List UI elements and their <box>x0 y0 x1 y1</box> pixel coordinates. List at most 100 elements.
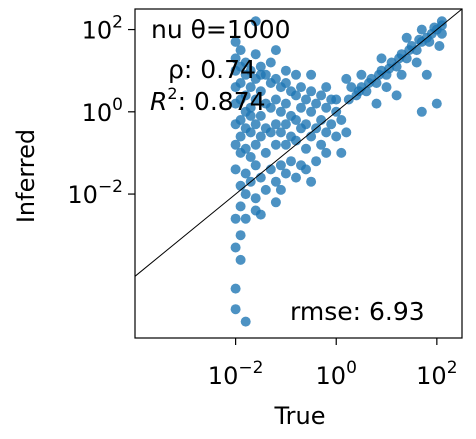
data-point <box>265 127 276 138</box>
data-point <box>396 69 407 80</box>
data-point <box>235 201 246 212</box>
data-point <box>321 127 332 138</box>
data-point <box>291 172 301 183</box>
y-axis-label: Inferred <box>12 129 40 223</box>
annotation-model: nu θ=1000 <box>151 15 291 44</box>
data-point <box>250 139 261 150</box>
data-point <box>240 57 251 68</box>
data-point <box>301 119 311 130</box>
data-point <box>311 156 322 167</box>
data-point <box>230 36 241 47</box>
data-point <box>230 213 241 224</box>
y-tick-label: 102 <box>82 13 123 45</box>
data-point <box>331 131 342 142</box>
data-point <box>250 49 261 60</box>
data-point <box>371 98 382 109</box>
y-axis-ticks: 10−2 100 102 <box>67 13 135 209</box>
data-point <box>270 73 281 84</box>
data-point <box>270 176 281 187</box>
data-point <box>306 176 317 187</box>
data-point <box>296 82 306 93</box>
data-point <box>255 209 266 220</box>
data-point <box>255 110 266 121</box>
data-point <box>280 139 291 150</box>
x-axis-label: True <box>274 402 326 430</box>
data-point <box>311 98 322 109</box>
data-point <box>416 24 427 35</box>
data-point <box>280 168 291 179</box>
points-layer <box>230 16 447 327</box>
data-point <box>235 254 246 265</box>
y-tick-label: 100 <box>82 95 123 127</box>
data-point <box>376 53 387 64</box>
data-point <box>353 86 364 97</box>
data-point <box>275 184 286 195</box>
data-point <box>230 139 241 150</box>
data-point <box>240 90 251 101</box>
data-point <box>346 82 357 93</box>
data-point <box>306 106 317 117</box>
data-point <box>280 78 291 88</box>
data-point <box>286 156 296 167</box>
data-point <box>280 65 291 76</box>
data-point <box>411 57 422 68</box>
data-point <box>245 65 256 76</box>
data-point <box>306 86 317 97</box>
data-point <box>404 45 415 56</box>
data-point <box>321 147 332 158</box>
data-point <box>291 69 301 80</box>
data-point <box>301 143 311 154</box>
data-point <box>431 98 442 109</box>
data-point <box>245 82 256 93</box>
data-point <box>301 94 311 105</box>
data-point <box>235 230 246 241</box>
data-point <box>245 110 256 121</box>
data-point <box>356 69 367 80</box>
data-point <box>280 98 291 109</box>
data-point <box>291 115 301 125</box>
data-point <box>270 94 281 105</box>
data-point <box>270 45 281 56</box>
data-point <box>235 45 246 56</box>
data-point <box>331 94 342 105</box>
data-point <box>296 102 306 113</box>
data-point <box>436 28 447 39</box>
data-point <box>240 143 251 154</box>
data-point <box>316 115 327 125</box>
data-point <box>391 90 402 101</box>
data-point <box>381 82 392 93</box>
data-point <box>240 316 251 327</box>
x-tick-label: 102 <box>416 358 457 390</box>
data-point <box>250 119 261 130</box>
data-point <box>235 115 246 125</box>
data-point <box>326 119 337 130</box>
data-point <box>240 168 251 179</box>
identity-line <box>134 8 463 277</box>
data-point <box>343 94 354 105</box>
data-point <box>255 69 266 80</box>
annotation-rmse: rmse: 6.93 <box>290 297 425 326</box>
data-point <box>235 78 246 88</box>
data-point <box>341 127 352 138</box>
r2-value: : 0.874 <box>178 87 266 116</box>
data-point <box>316 139 327 150</box>
data-point <box>240 213 251 224</box>
data-point <box>250 193 261 204</box>
data-point <box>336 115 347 125</box>
data-point <box>255 61 266 72</box>
data-point <box>414 34 425 45</box>
data-point <box>255 86 266 97</box>
data-point <box>291 90 301 101</box>
data-point <box>336 147 347 158</box>
r2-superscript: 2 <box>167 84 177 103</box>
data-point <box>275 127 286 138</box>
data-point <box>394 53 405 64</box>
data-point <box>260 184 271 195</box>
data-point <box>275 160 286 171</box>
data-point <box>270 197 281 208</box>
data-point <box>245 102 256 113</box>
data-point <box>270 139 281 150</box>
data-point <box>230 242 241 253</box>
data-point <box>235 131 246 142</box>
y-tick-label: 10−2 <box>67 177 123 209</box>
